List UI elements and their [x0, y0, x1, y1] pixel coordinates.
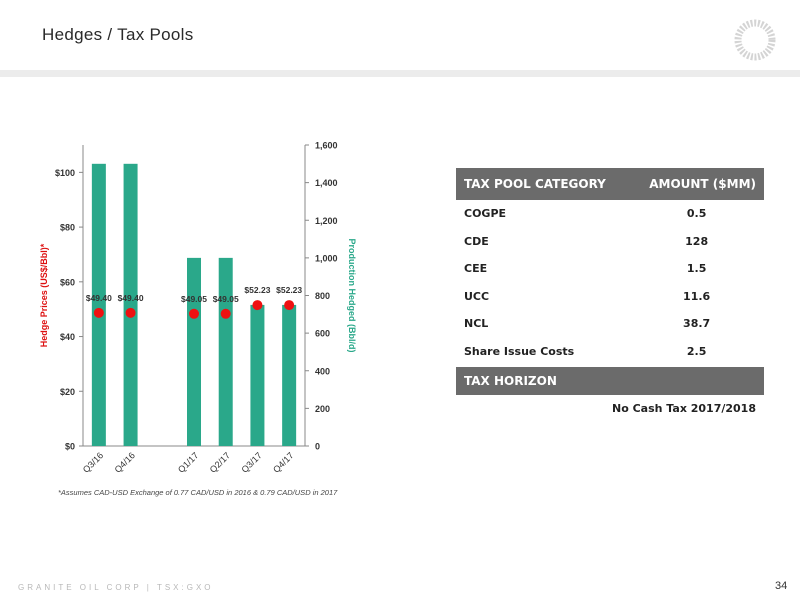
price-data-label: $52.23	[244, 285, 270, 295]
bar-mark	[282, 304, 297, 446]
x-tick-label: Q1/17	[176, 450, 200, 474]
amount-cell: 38.7	[683, 317, 711, 331]
right-tick-label: 1,600	[315, 141, 338, 151]
tax-horizon-label: TAX HORIZON	[456, 365, 630, 395]
price-data-label: $49.05	[181, 294, 207, 304]
logo-ring-icon	[734, 19, 776, 61]
price-point-mark	[93, 307, 104, 318]
table-row: Share Issue Costs 2.5	[456, 338, 764, 367]
table-row: CDE 128	[456, 228, 764, 256]
header-divider	[0, 70, 800, 77]
category-cell: NCL	[464, 317, 489, 331]
hedge-chart-svg: $0 $20 $40 $60 $80 $100 0 200 400 600 800 1,000 1,20…	[39, 141, 357, 475]
price-point-mark	[284, 300, 295, 311]
right-tick-label: 0	[315, 442, 320, 452]
amount-cell: 1.5	[686, 262, 707, 276]
left-tick-label: $60	[60, 277, 75, 287]
right-tick-label: 1,400	[315, 178, 338, 188]
right-tick-label: 400	[315, 366, 330, 376]
category-header: TAX POOL CATEGORY	[456, 168, 630, 200]
amount-cell: 0.5	[686, 207, 707, 221]
chart-footnote: *Assumes CAD-USD Exchange of 0.77 CAD/US…	[58, 488, 338, 497]
price-data-label: $52.23	[276, 285, 302, 295]
left-tick-label: $20	[60, 387, 75, 397]
x-tick-label: Q2/17	[208, 450, 232, 474]
page-title: Hedges / Tax Pools	[42, 25, 194, 44]
right-tick-label: 200	[315, 404, 330, 414]
amount-cell: 2.5	[686, 344, 707, 358]
left-tick-label: $80	[60, 223, 75, 233]
bar-mark	[91, 163, 106, 446]
x-tick-label: Q3/16	[81, 450, 105, 474]
bar-mark	[218, 257, 233, 446]
right-tick-label: 800	[315, 291, 330, 301]
amount-cell: 11.6	[683, 289, 711, 303]
right-axis-title: Production Hedged (Bbl/d)	[347, 239, 357, 353]
tax-pool-table: TAX POOL CATEGORY AMOUNT ($MM) COGPE 0.5…	[456, 168, 764, 421]
price-data-label: $49.05	[213, 294, 239, 304]
tax-horizon-value: No Cash Tax 2017/2018	[612, 401, 756, 415]
tax-horizon-row: TAX HORIZON	[456, 365, 764, 395]
table-row: CEE 1.5	[456, 255, 764, 283]
amount-cell: 128	[685, 234, 709, 248]
header: Hedges / Tax Pools	[0, 0, 800, 70]
price-point-mark	[252, 300, 263, 311]
table-row: NCL 38.7	[456, 310, 764, 338]
page-number: 34	[775, 580, 788, 592]
footer-company: GRANITE OIL CORP | TSX:GXO	[18, 583, 214, 592]
category-cell: CEE	[464, 262, 488, 276]
category-cell: Share Issue Costs	[464, 344, 575, 358]
price-data-label: $49.40	[86, 293, 112, 303]
bar-mark	[187, 257, 201, 446]
x-tick-label: Q4/17	[271, 450, 295, 474]
category-cell: UCC	[464, 289, 490, 303]
left-axis-title: Hedge Prices (US$/Bbl)*	[39, 243, 49, 347]
left-tick-label: $100	[55, 168, 75, 178]
hedge-chart: $0 $20 $40 $60 $80 $100 0 200 400 600 800 1,000 1,20…	[0, 130, 420, 510]
price-point-mark	[220, 308, 231, 319]
table-row: COGPE 0.5	[456, 200, 764, 228]
right-tick-label: 1,000	[315, 253, 338, 263]
left-tick-label: $0	[65, 442, 75, 452]
right-tick-label: 600	[315, 329, 330, 339]
price-data-label: $49.40	[118, 293, 144, 303]
category-cell: CDE	[464, 234, 489, 248]
right-tick-label: 1,200	[315, 216, 338, 226]
tax-horizon-blank	[629, 365, 764, 395]
bar-mark	[250, 304, 265, 446]
x-tick-label: Q4/16	[113, 450, 137, 474]
price-point-mark	[189, 308, 199, 319]
amount-header: AMOUNT ($MM)	[629, 168, 764, 200]
category-cell: COGPE	[464, 207, 507, 221]
price-point-mark	[125, 307, 136, 318]
x-tick-label: Q3/17	[239, 450, 263, 474]
table-row: UCC 11.6	[456, 283, 764, 311]
left-tick-label: $40	[60, 332, 75, 342]
tax-table-header: TAX POOL CATEGORY AMOUNT ($MM)	[456, 168, 764, 200]
tax-horizon-value-row: No Cash Tax 2017/2018	[456, 395, 764, 421]
bar-mark	[123, 163, 138, 446]
